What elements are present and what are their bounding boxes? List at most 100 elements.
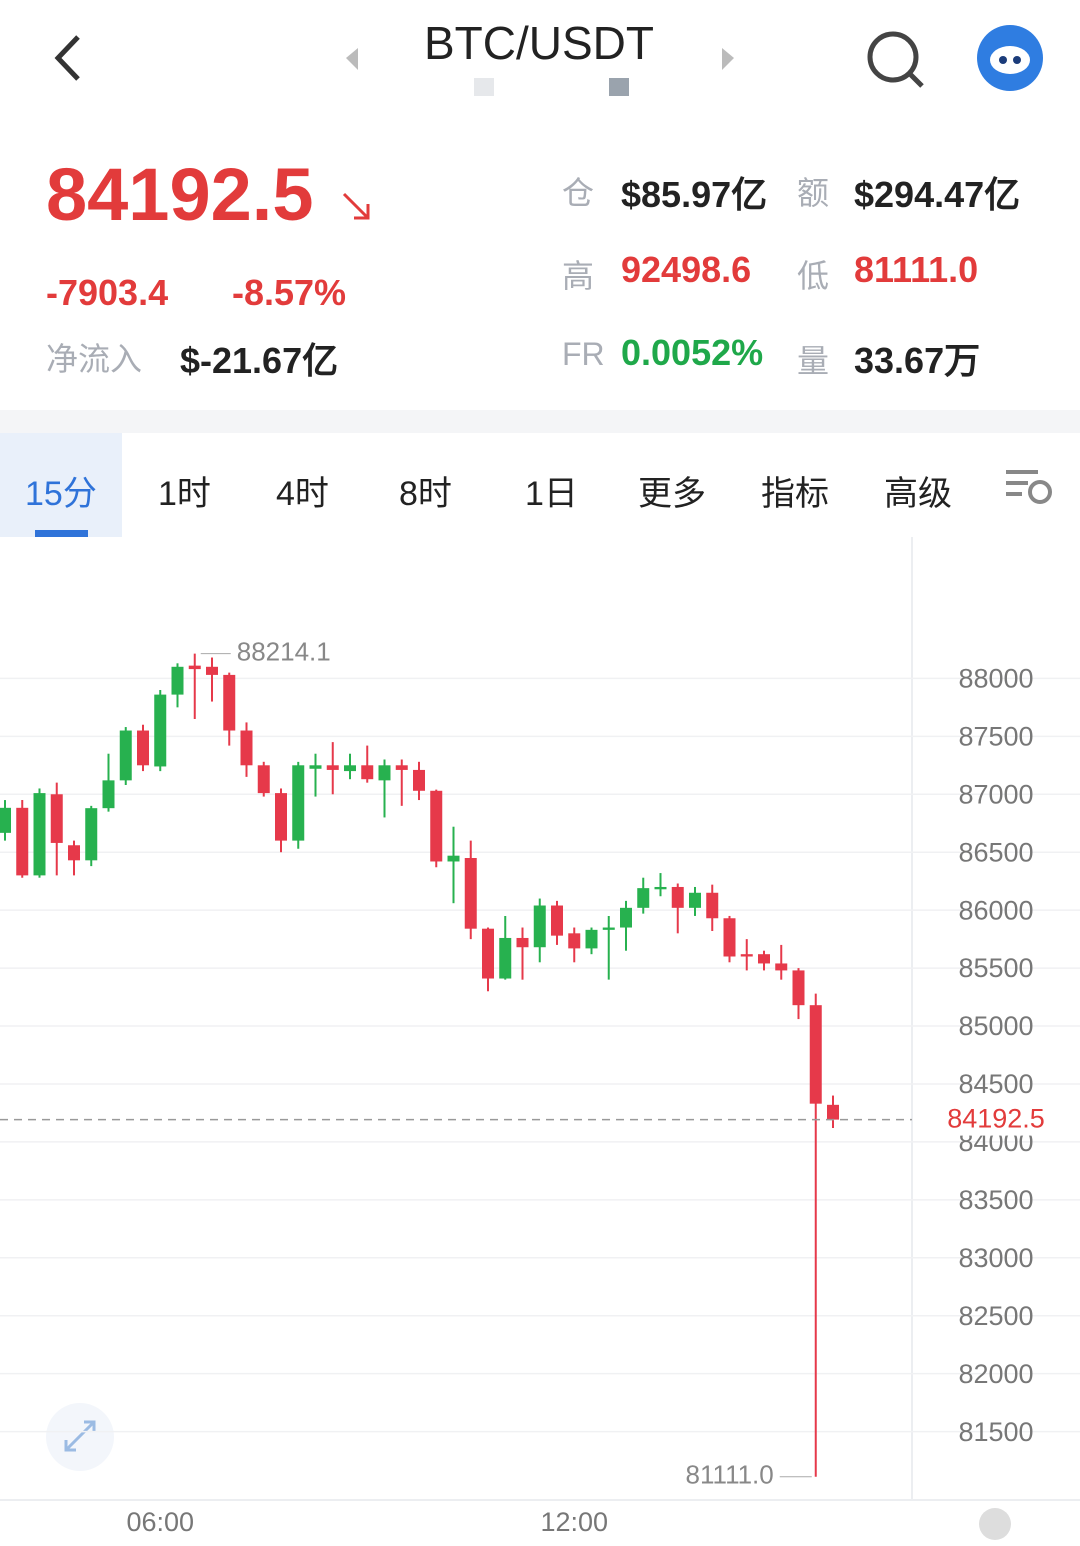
candle-body (792, 970, 805, 1006)
candle-body (827, 1104, 839, 1120)
candle-body (413, 769, 425, 791)
y-tick-label: 86500 (958, 837, 1033, 867)
candle-body (533, 905, 546, 948)
tab[interactable]: 8时 (399, 475, 452, 513)
value: 81111.0 (854, 249, 979, 290)
candle-body (137, 730, 149, 766)
y-tick-label: 85500 (958, 953, 1033, 983)
candle-body (689, 892, 701, 908)
candle-body (33, 793, 46, 876)
candle-body (309, 765, 322, 769)
candle-body (223, 674, 236, 731)
candle-body (706, 892, 719, 919)
tab[interactable]: 指标 (761, 475, 829, 513)
label: 仓 (562, 175, 595, 211)
tab[interactable]: 更多 (638, 475, 706, 513)
y-tick-label: 85000 (958, 1011, 1033, 1041)
dot (609, 78, 629, 96)
candle-body (68, 845, 80, 861)
last-price-label: 84192.5 (947, 1104, 1045, 1134)
tab[interactable]: 4时 (276, 475, 329, 513)
candle-body (206, 666, 218, 675)
search[interactable] (867, 31, 919, 83)
value: 33.67万 (854, 340, 981, 381)
candle-body (50, 794, 63, 843)
candle-body (102, 780, 115, 809)
y-tick-label: 87500 (958, 721, 1033, 751)
avatar (999, 56, 1007, 64)
tab[interactable]: 15分 (25, 475, 97, 513)
prev[interactable] (346, 48, 358, 70)
candle-body (395, 765, 408, 770)
candle-body (671, 886, 684, 908)
y-tick-label: 83000 (958, 1243, 1033, 1273)
candle-body (568, 933, 581, 949)
tab[interactable]: 高级 (884, 475, 952, 513)
candle-body (775, 963, 788, 971)
settings[interactable] (1004, 466, 1054, 508)
candle-body (378, 765, 391, 781)
avatar (1013, 56, 1021, 64)
price: 84192.5 (46, 153, 314, 236)
label: 额 (797, 175, 830, 211)
back[interactable] (54, 35, 80, 81)
last-price-bg (925, 1101, 1080, 1136)
candle-body (740, 954, 753, 957)
y-tick-label: 82000 (958, 1359, 1033, 1389)
candle-body (809, 1005, 822, 1104)
candle-body (16, 807, 29, 876)
candle-body (654, 886, 667, 890)
next[interactable] (722, 48, 734, 70)
min-label: 81111.0 (686, 1460, 774, 1490)
candle-body (464, 858, 477, 929)
tab[interactable]: 1时 (158, 475, 211, 513)
y-tick-label: 86000 (958, 895, 1033, 925)
value: $294.47亿 (854, 174, 1021, 215)
candle-body (85, 808, 98, 861)
candle-body (637, 888, 650, 908)
label: FR (562, 336, 605, 372)
candle-body (430, 790, 443, 862)
value: $-21.67亿 (180, 340, 339, 381)
candle-body (257, 765, 270, 794)
candle-body (240, 730, 253, 766)
candle-body (723, 918, 736, 957)
change: -7903.4 (46, 272, 169, 313)
candle-body (499, 937, 512, 979)
candle-body (516, 937, 529, 948)
y-tick-label: 84500 (958, 1069, 1033, 1099)
y-tick-label: 87000 (958, 779, 1033, 809)
active-tab-bar (35, 530, 88, 537)
label: 量 (797, 343, 830, 379)
candle-body (119, 730, 132, 781)
x-tick-label: 06:00 (126, 1507, 194, 1537)
candle-body (292, 765, 305, 841)
logo (979, 1508, 1011, 1540)
y-tick-label: 81500 (958, 1417, 1033, 1447)
search[interactable] (908, 72, 924, 88)
candle-body (447, 855, 460, 862)
expand[interactable] (64, 1420, 96, 1452)
candle-body (171, 666, 184, 695)
label: 低 (797, 258, 830, 294)
candle-body (758, 954, 770, 964)
candle-body (154, 694, 167, 767)
candle-body (344, 765, 356, 772)
dot (474, 78, 494, 96)
tab[interactable]: 1日 (525, 475, 578, 513)
candle-body (0, 807, 11, 833)
down-arrow (342, 192, 370, 220)
label: 高 (562, 258, 595, 294)
change-pct: -8.57% (232, 272, 347, 313)
y-tick-label: 82500 (958, 1301, 1033, 1331)
pair-title: BTC/USDT (424, 17, 654, 69)
candle-body (482, 928, 494, 979)
candle-body (585, 929, 598, 949)
x-tick-label: 12:00 (540, 1507, 608, 1537)
value: $85.97亿 (621, 174, 768, 215)
candle-body (620, 907, 632, 928)
candle-body (275, 793, 287, 841)
value: 0.0052% (621, 332, 764, 373)
separator (0, 410, 1080, 433)
